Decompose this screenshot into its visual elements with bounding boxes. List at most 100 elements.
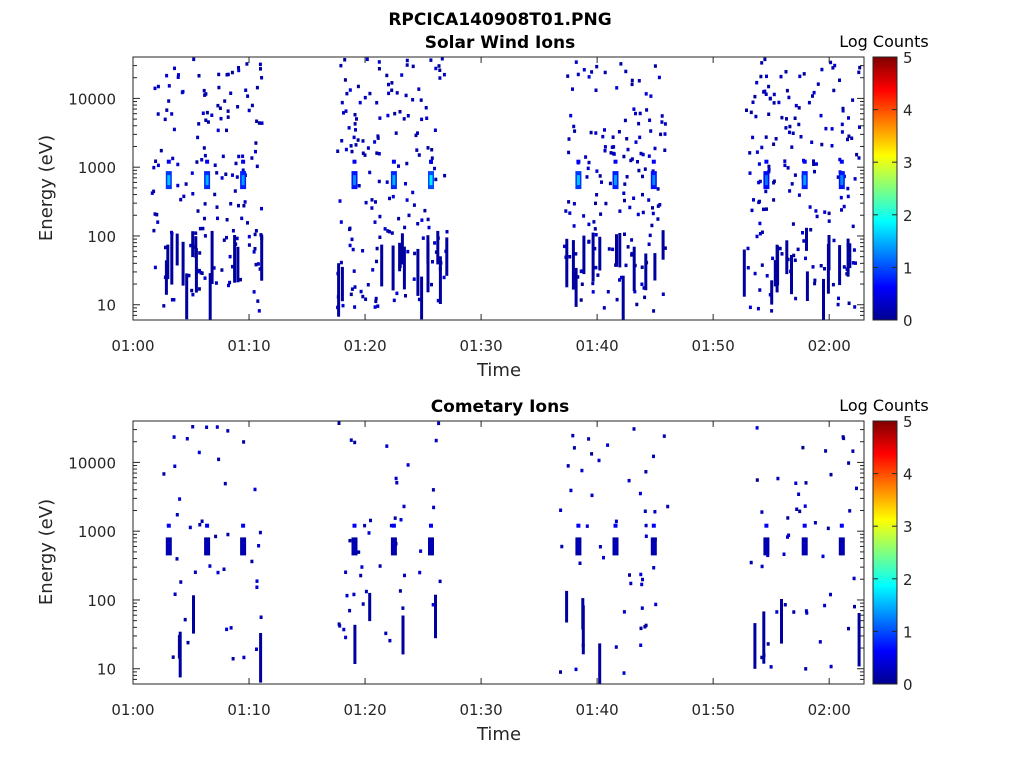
- count-cell: [433, 241, 437, 245]
- peak-cell: [764, 541, 768, 552]
- count-cell: [649, 129, 653, 133]
- x-tick-label: 01:30: [459, 701, 502, 719]
- count-cell: [235, 175, 239, 179]
- count-cell: [641, 577, 644, 582]
- count-cell: [802, 239, 806, 243]
- count-cell: [802, 72, 806, 76]
- count-cell: [242, 440, 246, 444]
- count-cell: [156, 163, 160, 168]
- count-cell: [258, 530, 262, 535]
- count-cell: [622, 671, 626, 675]
- count-cell: [402, 246, 406, 290]
- count-cell: [436, 298, 440, 303]
- count-cell: [852, 576, 856, 581]
- count-cell: [767, 164, 771, 169]
- count-cell: [637, 79, 641, 83]
- count-cell: [827, 235, 831, 271]
- count-cell: [165, 73, 169, 78]
- count-cell: [619, 275, 623, 280]
- count-cell: [339, 220, 343, 224]
- count-cell: [629, 158, 633, 163]
- count-cell: [404, 182, 407, 186]
- count-cell: [798, 509, 802, 514]
- count-cell: [760, 263, 764, 267]
- count-cell: [640, 606, 644, 610]
- count-cell: [391, 194, 395, 199]
- count-cell: [344, 147, 348, 152]
- count-cell: [581, 605, 585, 655]
- count-cell: [764, 92, 768, 96]
- count-cell: [440, 57, 444, 61]
- peak-cell: [764, 175, 768, 186]
- count-cell: [820, 67, 824, 72]
- count-cell: [434, 594, 437, 639]
- count-cell: [231, 173, 234, 177]
- count-cell: [154, 159, 158, 163]
- count-cell: [172, 127, 176, 132]
- count-cell: [622, 154, 626, 159]
- count-cell: [822, 278, 825, 320]
- count-cell: [183, 617, 187, 622]
- count-cell: [445, 230, 449, 234]
- count-cell: [353, 624, 357, 664]
- count-cell: [795, 507, 799, 511]
- peak-cell: [652, 175, 656, 186]
- count-cell: [257, 544, 261, 548]
- count-cell: [185, 437, 189, 441]
- count-cell: [783, 603, 787, 607]
- count-cell: [177, 635, 181, 659]
- count-cell: [783, 163, 787, 168]
- x-tick-label: 01:40: [576, 337, 619, 355]
- count-cell: [430, 282, 433, 287]
- count-cell: [342, 627, 346, 632]
- count-cell: [831, 66, 835, 70]
- count-cell: [254, 229, 258, 233]
- count-cell: [255, 585, 259, 589]
- count-cell: [804, 481, 808, 485]
- count-cell: [762, 207, 765, 212]
- count-cell: [176, 75, 180, 79]
- count-cell: [599, 212, 603, 216]
- count-cell: [801, 445, 805, 450]
- panel-cometary: Cometary Ions 01:00 01:10 01:20 01:30 01:40 0…: [36, 396, 929, 745]
- y-tick-label: 100: [87, 228, 116, 246]
- count-cell: [827, 211, 831, 216]
- count-cell: [191, 192, 195, 196]
- count-cell: [801, 231, 804, 235]
- count-cell: [360, 565, 364, 569]
- count-cell: [340, 266, 344, 302]
- count-cell: [615, 234, 618, 267]
- count-cell: [783, 159, 787, 163]
- count-cell: [582, 235, 586, 275]
- count-cell: [793, 173, 797, 177]
- count-cell: [336, 149, 340, 153]
- count-cell: [402, 504, 406, 509]
- count-cell: [768, 97, 772, 101]
- count-cell: [375, 101, 379, 105]
- count-cell: [854, 261, 857, 265]
- count-cell: [626, 147, 630, 152]
- count-cell: [641, 192, 644, 197]
- count-cell: [437, 421, 441, 426]
- count-cell: [364, 297, 368, 301]
- count-cell: [339, 260, 343, 265]
- peak-cell: [614, 541, 617, 552]
- x-axis-label: Time: [476, 724, 521, 745]
- count-cell: [567, 137, 571, 141]
- count-cell: [753, 94, 757, 99]
- count-cell: [797, 193, 801, 197]
- count-cell: [203, 216, 206, 221]
- count-cell: [363, 153, 367, 157]
- count-cell: [431, 488, 435, 492]
- count-cell: [345, 593, 349, 598]
- count-cell: [784, 70, 788, 74]
- count-cell: [645, 108, 649, 112]
- count-cell: [618, 278, 621, 282]
- count-cell: [152, 189, 156, 194]
- count-cell: [755, 478, 759, 482]
- count-cell: [853, 177, 857, 181]
- count-cell: [247, 234, 251, 239]
- count-cell: [576, 72, 580, 77]
- count-cell: [842, 265, 846, 269]
- count-cell: [663, 148, 667, 152]
